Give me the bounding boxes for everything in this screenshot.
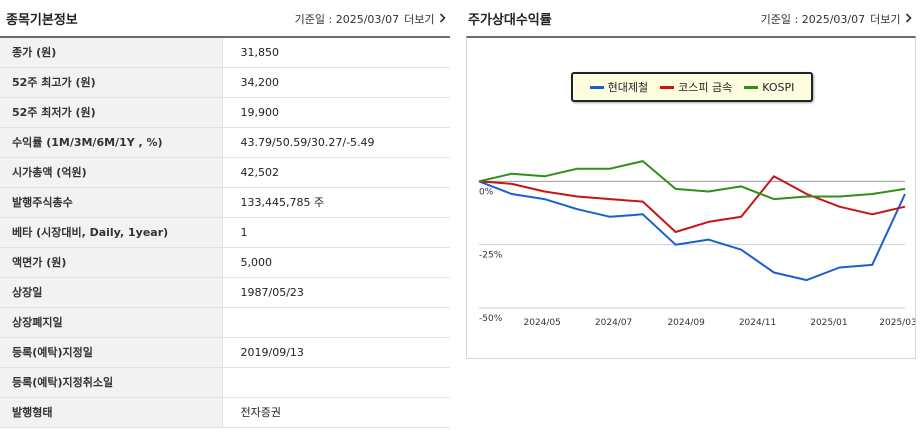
x-tick-label: 2024/07	[595, 318, 632, 328]
relative-return-chart: 0% -25% -50% 2024/05 2024/07 2024/09 2024/11 20…	[466, 36, 916, 359]
info-row-value: 2019/09/13	[222, 337, 450, 368]
x-tick-label: 2025/01	[810, 318, 847, 328]
info-row-label: 액면가 (원)	[0, 247, 223, 278]
header-meta: 기준일 : 2025/03/07 더보기	[761, 11, 912, 27]
legend-label: 코스피 금속	[678, 81, 733, 94]
legend-item: 코스피 금속	[660, 79, 732, 95]
chevron-right-icon[interactable]	[439, 13, 446, 23]
more-link[interactable]: 더보기	[870, 11, 912, 27]
info-row: 52주 최고가 (원) 34,200	[0, 67, 450, 98]
basic-info-table: 종가 (원) 31,850 52주 최고가 (원) 34,200 52주 최저가 (원)…	[0, 36, 450, 428]
legend-swatch	[744, 85, 759, 89]
info-row-label: 수익률 (1M/3M/6M/1Y , %)	[0, 127, 223, 158]
info-row-label: 베타 (시장대비, Daily, 1year)	[0, 217, 223, 248]
info-row: 상장폐지일	[0, 307, 450, 338]
x-tick-label: 2024/11	[739, 318, 776, 328]
info-row: 수익률 (1M/3M/6M/1Y , %) 43.79/50.59/30.27/-…	[0, 127, 450, 158]
base-date-label: 기준일 : 2025/03/07	[294, 13, 400, 26]
chart-legend: 현대제철 코스피 금속 KOSPI	[571, 72, 813, 102]
more-label[interactable]: 더보기	[870, 13, 901, 26]
info-row-label: 등록(예탁)지정취소일	[0, 367, 223, 398]
series-line-2	[478, 175, 906, 233]
legend-label: 현대제철	[607, 81, 649, 94]
legend-item: KOSPI	[744, 81, 794, 94]
y-tick-label: -50%	[479, 314, 503, 324]
info-row-value: 133,445,785 주	[222, 187, 450, 218]
x-tick-label: 2025/03	[879, 318, 915, 328]
info-row-label: 상장폐지일	[0, 307, 223, 338]
relative-return-header: 주가상대수익률 기준일 : 2025/03/07 더보기	[466, 0, 916, 36]
basic-info-header: 종목기본정보 기준일 : 2025/03/07 더보기	[0, 0, 450, 36]
legend-item: 현대제철	[589, 79, 649, 95]
info-row-value: 43.79/50.59/30.27/-5.49	[222, 127, 450, 158]
relative-return-panel: 주가상대수익률 기준일 : 2025/03/07 더보기 0% -25% -50% 2…	[466, 0, 916, 434]
basic-info-panel: 종목기본정보 기준일 : 2025/03/07 더보기 종가 (원) 31,850…	[0, 0, 450, 434]
info-row-label: 등록(예탁)지정일	[0, 337, 223, 368]
info-row-value	[222, 367, 450, 398]
chevron-right-icon[interactable]	[905, 13, 912, 23]
info-row-label: 발행주식총수	[0, 187, 223, 218]
info-row-value: 전자증권	[222, 397, 450, 428]
info-row-label: 시가총액 (억원)	[0, 157, 223, 188]
legend-swatch	[660, 85, 675, 89]
section-title: 종목기본정보	[6, 13, 78, 28]
info-row-label: 종가 (원)	[0, 37, 223, 68]
more-label[interactable]: 더보기	[404, 13, 435, 26]
chart-svg: 0% -25% -50% 2024/05 2024/07 2024/09 2024/11 20…	[478, 160, 915, 328]
info-row: 52주 최저가 (원) 19,900	[0, 97, 450, 128]
section-title: 주가상대수익률	[468, 13, 552, 28]
info-row: 발행주식총수 133,445,785 주	[0, 187, 450, 218]
info-row: 종가 (원) 31,850	[0, 37, 450, 68]
info-row-value: 31,850	[222, 37, 450, 68]
info-row-label: 상장일	[0, 277, 223, 308]
info-row: 발행형태 전자증권	[0, 397, 450, 428]
info-row-value	[222, 307, 450, 338]
series-line-3	[478, 160, 906, 201]
info-row-value: 42,502	[222, 157, 450, 188]
x-tick-label: 2024/09	[667, 318, 705, 328]
x-tick-label: 2024/05	[524, 318, 561, 328]
info-row-label: 발행형태	[0, 397, 223, 428]
series-line-1	[478, 180, 906, 282]
info-row: 베타 (시장대비, Daily, 1year) 1	[0, 217, 450, 248]
info-row: 상장일 1987/05/23	[0, 277, 450, 308]
header-meta: 기준일 : 2025/03/07 더보기	[295, 11, 446, 27]
info-row-value: 5,000	[222, 247, 450, 278]
info-row: 시가총액 (억원) 42,502	[0, 157, 450, 188]
info-row-value: 1	[222, 217, 450, 248]
info-row-label: 52주 최고가 (원)	[0, 67, 223, 98]
info-row-label: 52주 최저가 (원)	[0, 97, 223, 128]
y-tick-label: -25%	[479, 251, 503, 261]
more-link[interactable]: 더보기	[404, 11, 446, 27]
y-tick-label: 0%	[479, 187, 494, 197]
info-row-value: 1987/05/23	[222, 277, 450, 308]
info-row: 액면가 (원) 5,000	[0, 247, 450, 278]
legend-swatch	[589, 85, 604, 89]
info-row: 등록(예탁)지정일 2019/09/13	[0, 337, 450, 368]
info-row: 등록(예탁)지정취소일	[0, 367, 450, 398]
info-row-value: 19,900	[222, 97, 450, 128]
info-row-value: 34,200	[222, 67, 450, 98]
legend-label: KOSPI	[762, 80, 795, 94]
base-date-label: 기준일 : 2025/03/07	[760, 13, 866, 26]
